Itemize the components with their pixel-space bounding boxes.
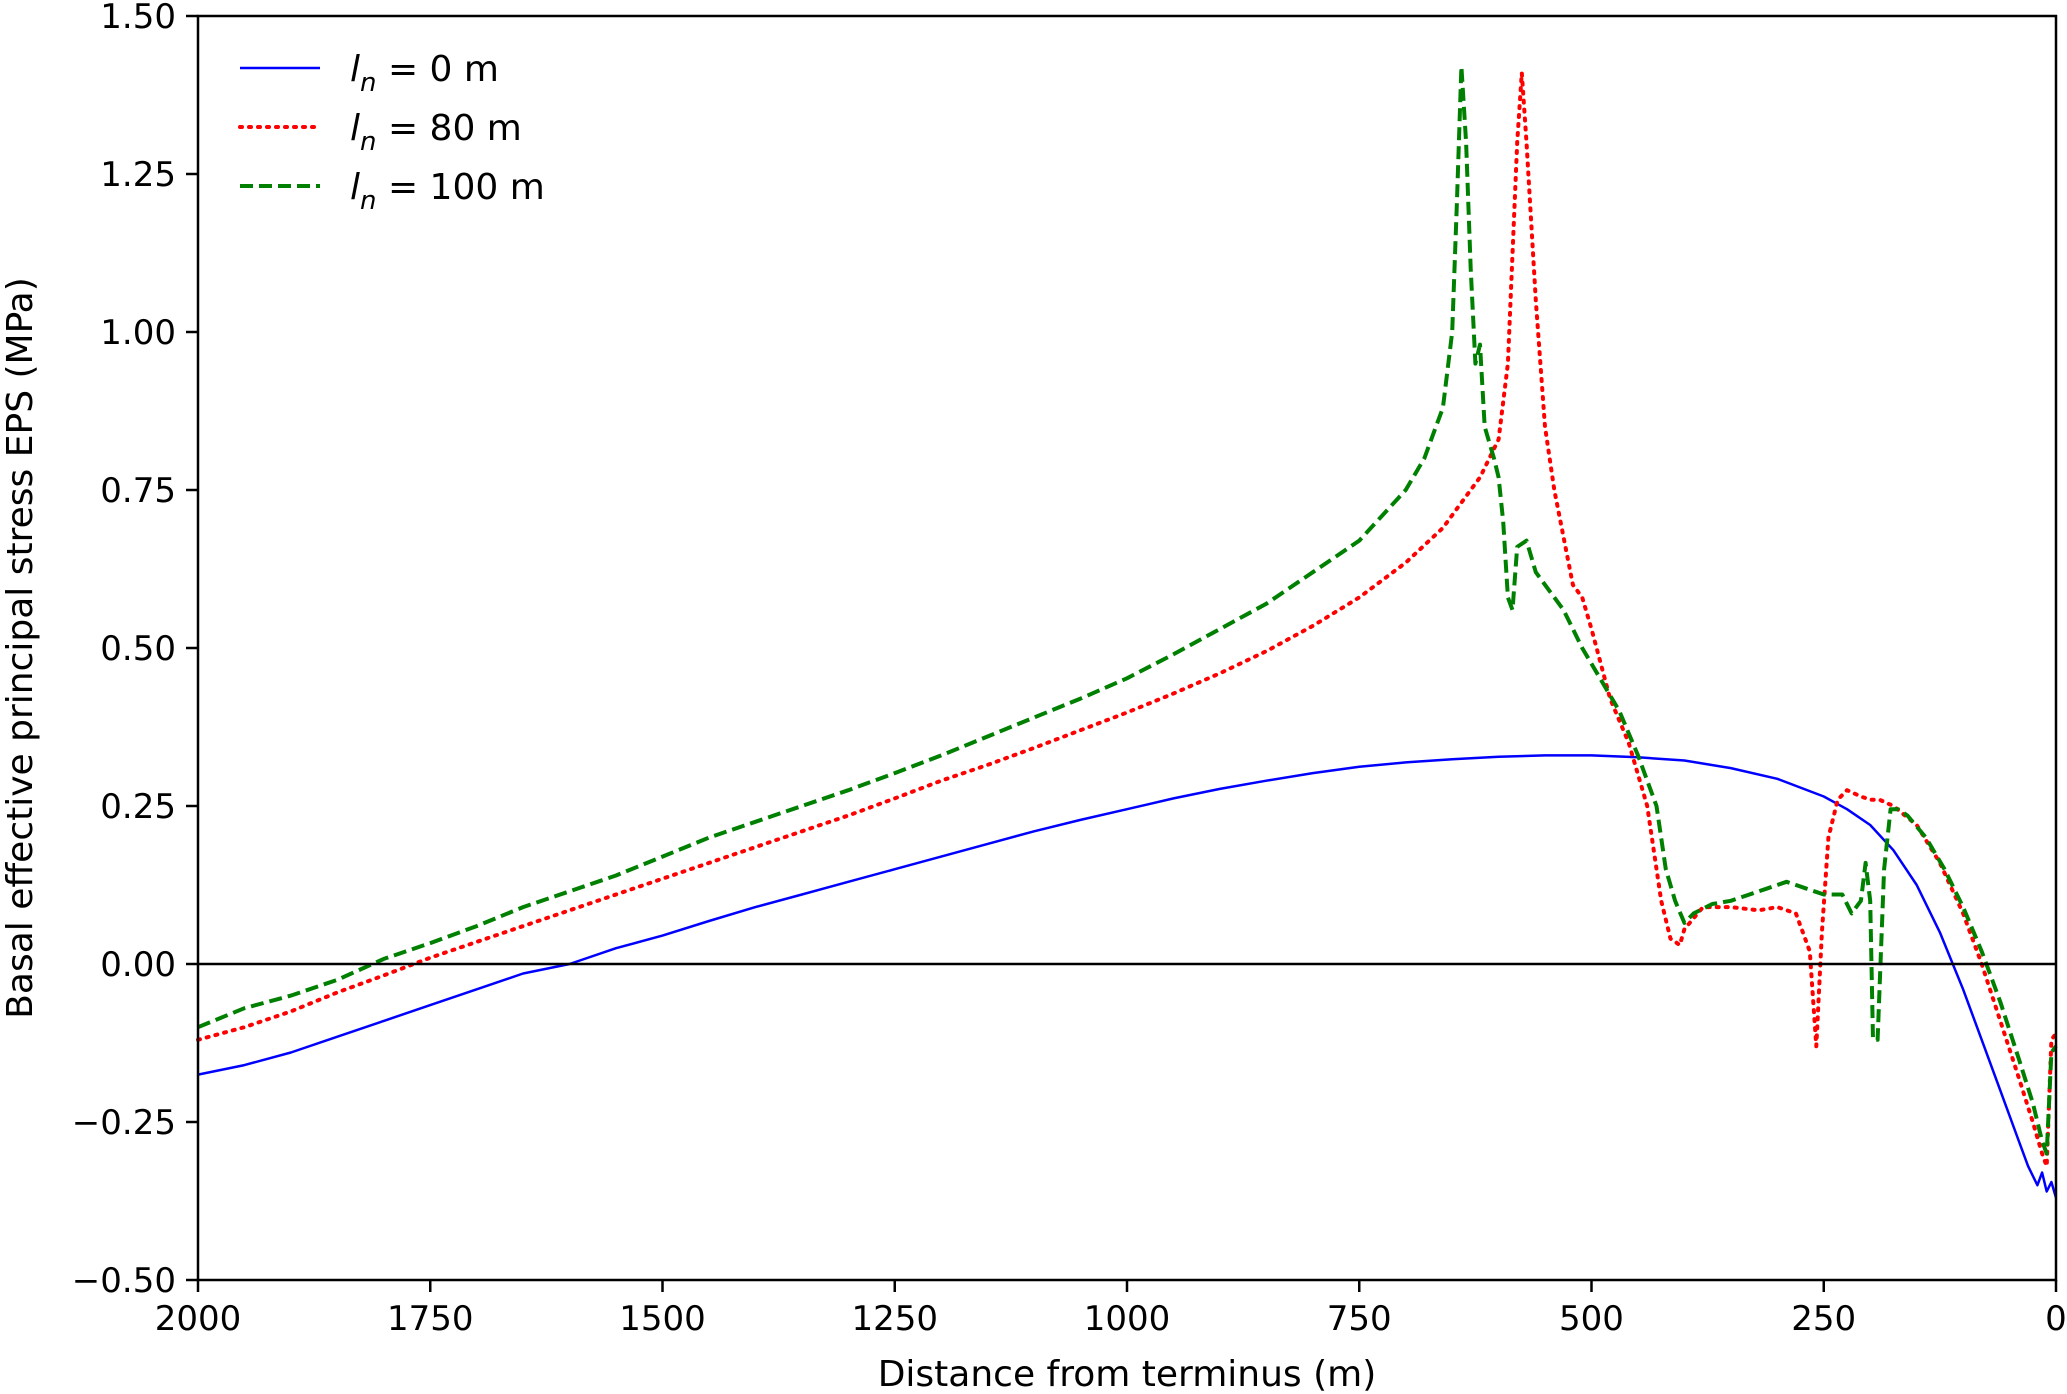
y-axis-label: Basal effective principal stress EPS (MP… bbox=[0, 277, 41, 1019]
y-tick-label: 0.00 bbox=[100, 945, 176, 985]
legend-label-2: ln = 80 m bbox=[350, 108, 522, 157]
x-tick-label: 0 bbox=[2045, 1299, 2067, 1339]
series-layer bbox=[196, 64, 2058, 1199]
y-tick-label: 0.25 bbox=[100, 787, 176, 827]
y-tick-label: −0.25 bbox=[72, 1103, 176, 1143]
y-tick-label: −0.50 bbox=[72, 1261, 176, 1301]
series-line-1 bbox=[197, 754, 2058, 1199]
x-tick-label: 2000 bbox=[155, 1299, 242, 1339]
series-line-2 bbox=[196, 70, 2058, 1169]
y-axis-ticks: −0.50 −0.25 0.00 0.25 0.50 0.75 1.00 1.25 1.50 bbox=[72, 0, 198, 1301]
series-line-3 bbox=[197, 64, 2058, 1156]
legend-label-3: ln = 100 m bbox=[350, 167, 545, 216]
y-tick-label: 1.25 bbox=[100, 155, 176, 195]
y-tick-label: 0.75 bbox=[100, 471, 176, 511]
y-tick-label: 1.50 bbox=[100, 0, 176, 37]
x-axis-label: Distance from terminus (m) bbox=[878, 1354, 1377, 1394]
y-tick-label: 1.00 bbox=[100, 313, 176, 353]
x-tick-label: 1250 bbox=[851, 1299, 938, 1339]
x-axis-ticks: 2000 1750 1500 1250 1000 750 500 250 0 bbox=[155, 1280, 2067, 1339]
x-tick-label: 250 bbox=[1791, 1299, 1856, 1339]
x-tick-label: 500 bbox=[1559, 1299, 1624, 1339]
x-tick-label: 1500 bbox=[619, 1299, 706, 1339]
x-tick-label: 750 bbox=[1327, 1299, 1392, 1339]
x-tick-label: 1000 bbox=[1084, 1299, 1171, 1339]
y-tick-label: 0.50 bbox=[100, 629, 176, 669]
legend-label-1: ln = 0 m bbox=[350, 49, 499, 98]
legend: ln = 0 m ln = 80 m ln = 100 m bbox=[238, 49, 545, 216]
x-tick-label: 1750 bbox=[387, 1299, 474, 1339]
